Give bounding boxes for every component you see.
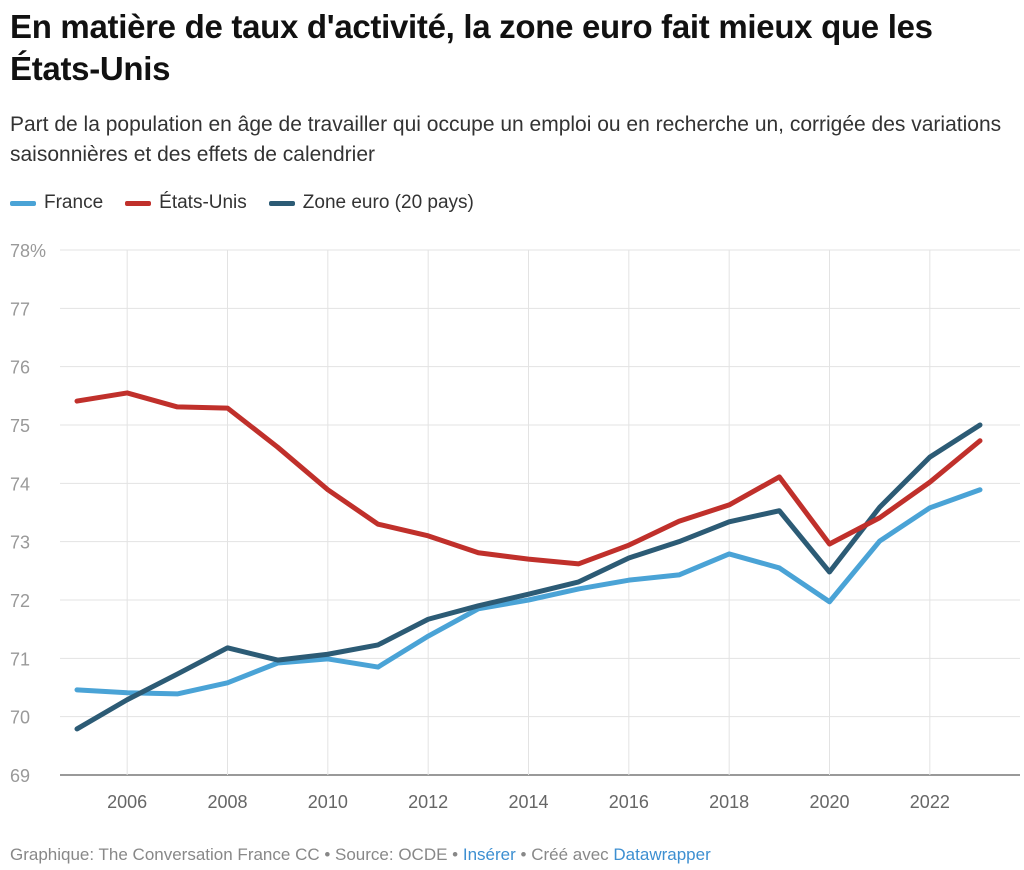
x-tick-label: 2016 — [609, 792, 649, 812]
line-chart: 69 70 71 72 73 74 75 76 77 78% 2006 2008 2010 2012 201… — [10, 241, 1020, 812]
legend-swatch-etats-unis — [125, 200, 152, 206]
legend-label-zone-euro: Zone euro (20 pays) — [302, 192, 474, 213]
insert-link[interactable]: Insérer — [462, 845, 516, 864]
legend-label-etats-unis: États-Unis — [159, 192, 247, 213]
y-tick-label: 75 — [10, 416, 30, 436]
chart-subtitle: Part de la population en âge de travaill… — [10, 113, 1002, 166]
legend-item-etats-unis: États-Unis — [125, 192, 247, 214]
footer: Graphique: The Conversation France CC • … — [10, 845, 711, 865]
legend-swatch-france — [10, 200, 36, 206]
x-tick-label: 2022 — [910, 792, 950, 812]
legend-swatch-zone-euro — [268, 200, 295, 206]
y-tick-label: 69 — [10, 766, 30, 786]
series-line--tats-unis — [74, 390, 983, 567]
chart-title: En matière de taux d'activité, la zone e… — [10, 8, 933, 87]
footer-credit: Graphique: The Conversation France CC • … — [10, 845, 459, 864]
y-tick-label: 70 — [10, 708, 30, 728]
legend-label-france: France — [44, 192, 104, 213]
legend-item-zone-euro: Zone euro (20 pays) — [268, 192, 474, 214]
legend-item-france: France — [10, 192, 103, 214]
x-tick-label: 2014 — [508, 792, 548, 812]
y-tick-label: 78% — [10, 241, 46, 261]
x-tick-label: 2018 — [709, 792, 749, 812]
series-line-zone-euro-20-pays- — [74, 422, 983, 732]
x-tick-label: 2012 — [408, 792, 448, 812]
x-tick-label: 2020 — [809, 792, 849, 812]
series-line-france — [74, 487, 983, 697]
x-tick-label: 2006 — [107, 792, 147, 812]
legend: France États-Unis Zone euro (20 pays) — [10, 192, 474, 214]
y-tick-label: 77 — [10, 299, 30, 319]
footer-created: • Créé avec — [520, 845, 609, 864]
y-tick-label: 71 — [10, 649, 30, 669]
y-tick-label: 72 — [10, 591, 30, 611]
x-tick-label: 2008 — [207, 792, 247, 812]
y-tick-label: 74 — [10, 474, 30, 494]
datawrapper-link[interactable]: Datawrapper — [613, 845, 711, 864]
x-tick-label: 2010 — [308, 792, 348, 812]
y-tick-label: 73 — [10, 533, 30, 553]
y-tick-label: 76 — [10, 358, 30, 378]
